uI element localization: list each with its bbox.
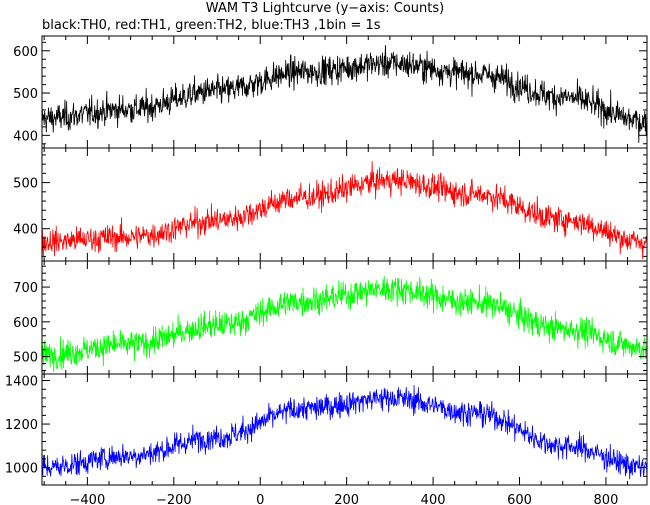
panel-th3: 1000 1200 1400 <box>5 373 648 486</box>
panel-th1: 400 500 <box>13 147 648 262</box>
y-tick-label: 500 <box>13 351 38 366</box>
y-tick-label: 400 <box>13 223 38 238</box>
panel-frame <box>41 147 648 262</box>
series-line-th0 <box>42 45 647 143</box>
chart-title: WAM T3 Lightcurve (y−axis: Counts) <box>205 1 445 16</box>
chart-subtitle: black:TH0, red:TH1, green:TH2, blue:TH3 … <box>42 18 381 33</box>
series-line-th2 <box>42 276 647 373</box>
x-tick-label: −200 <box>156 493 192 505</box>
y-tick-label: 1200 <box>5 418 38 433</box>
y-tick-label: 600 <box>13 316 38 331</box>
y-tick-label: 1400 <box>5 375 38 390</box>
panel-frame <box>41 35 648 149</box>
x-tick-label: 800 <box>594 493 619 505</box>
series-line-th1 <box>42 161 647 260</box>
x-tick-label: −400 <box>70 493 106 505</box>
y-tick-label: 700 <box>13 281 38 296</box>
y-tick-label: 400 <box>13 129 38 144</box>
y-tick-label: 600 <box>13 45 38 60</box>
panel-frame <box>41 373 648 486</box>
y-tick-label: 1000 <box>5 462 38 477</box>
x-tick-label: 400 <box>421 493 446 505</box>
series-line-th3 <box>42 385 647 480</box>
x-tick-label: 200 <box>334 493 359 505</box>
y-tick-label: 500 <box>13 177 38 192</box>
x-tick-label: 600 <box>507 493 532 505</box>
panel-frame <box>41 260 648 375</box>
x-tick-label: 0 <box>256 493 264 505</box>
panel-th0: 400 500 600 <box>13 35 648 149</box>
panel-th2: 500 600 700 <box>13 260 648 375</box>
y-tick-label: 500 <box>13 87 38 102</box>
